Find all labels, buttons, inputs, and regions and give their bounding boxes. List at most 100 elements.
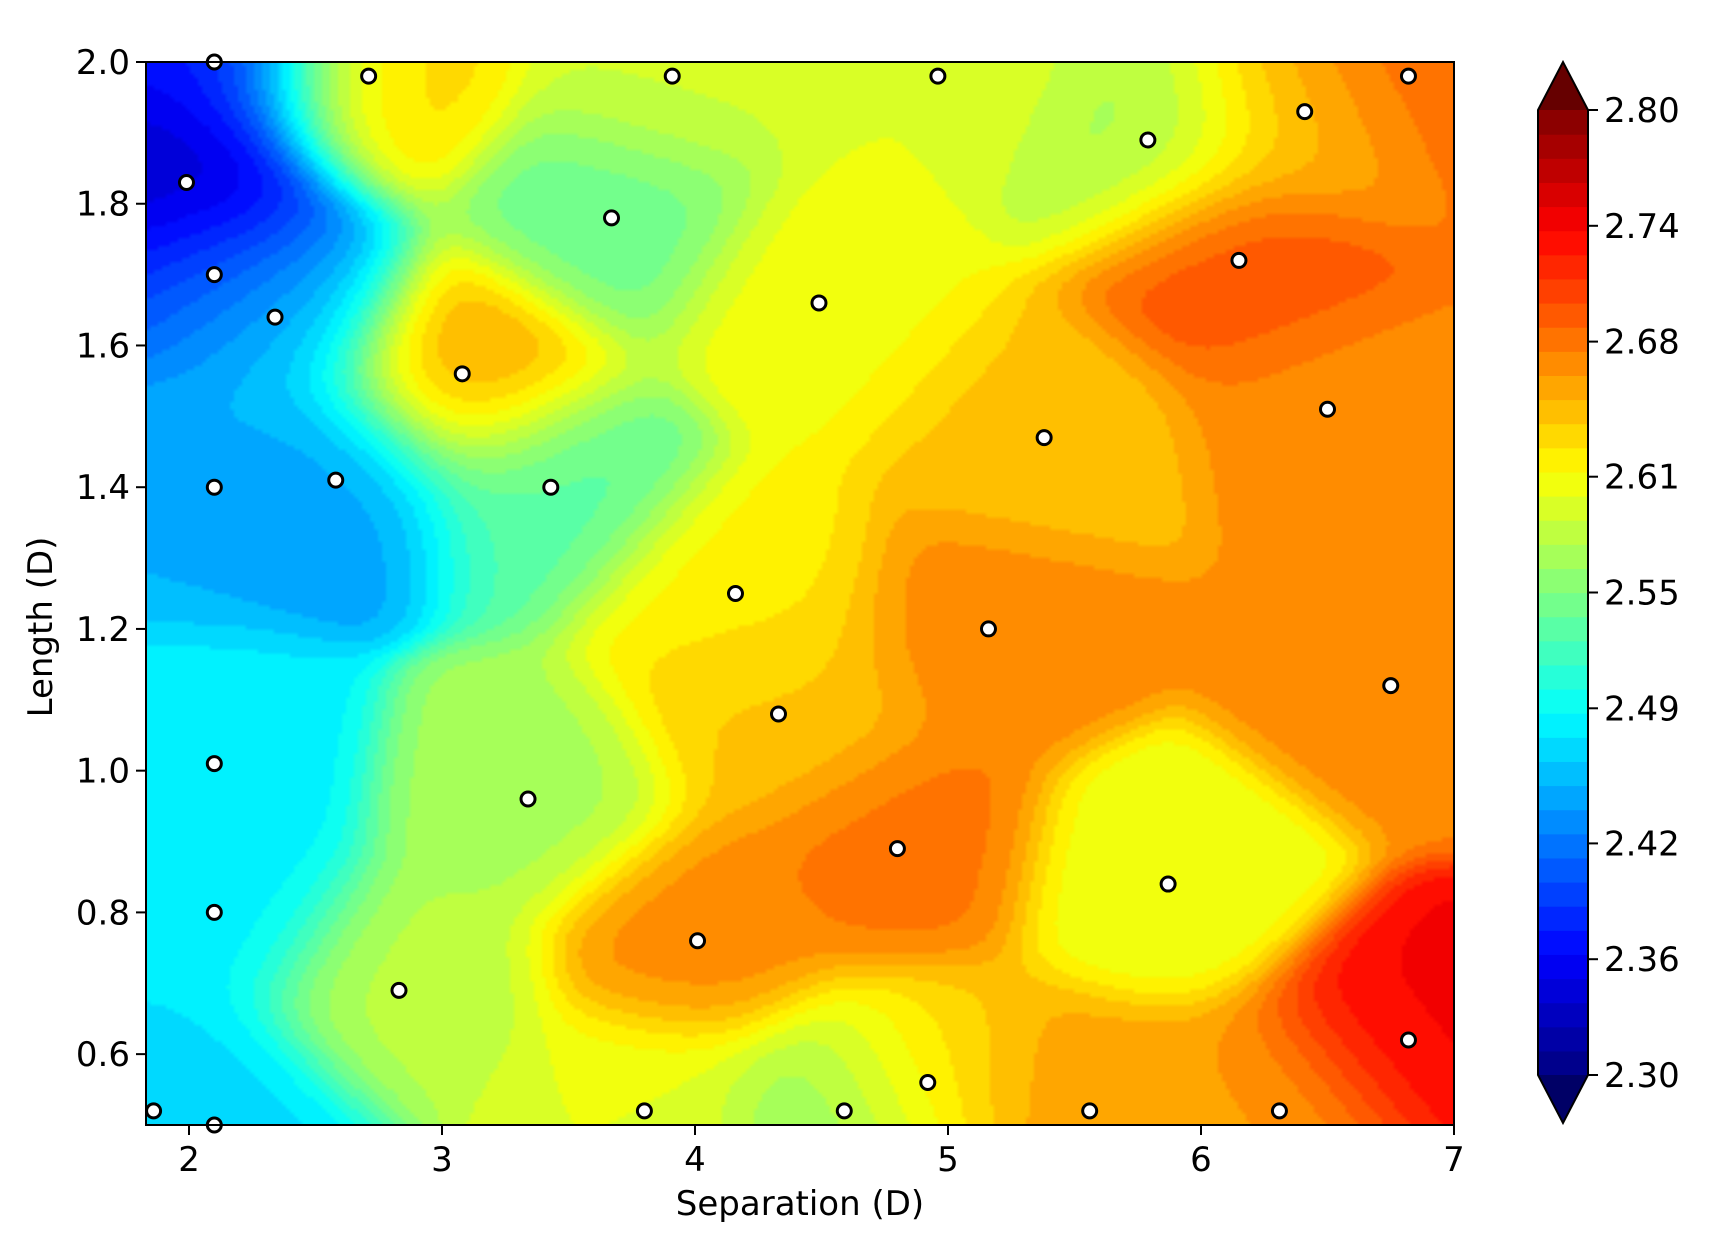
colorbar-band xyxy=(1538,713,1588,738)
y-axis-title: Length (D) xyxy=(21,537,61,718)
y-axis: 0.6 0.8 1.0 1.2 1.4 1.6 1.8 2.0 xyxy=(76,43,146,1075)
sample-point xyxy=(689,932,707,950)
colorbar-band xyxy=(1538,882,1588,907)
x-tick-label: 4 xyxy=(684,1140,706,1180)
colorbar-band xyxy=(1538,978,1588,1004)
colorbar-tick-label: 2.61 xyxy=(1604,458,1680,498)
sample-point xyxy=(205,478,223,496)
y-tick-label: 1.6 xyxy=(76,326,130,366)
sample-point xyxy=(205,266,223,284)
sample-point xyxy=(1230,251,1248,269)
colorbar-band xyxy=(1538,761,1588,787)
sample-point xyxy=(1382,677,1400,695)
sample-point xyxy=(663,67,681,85)
colorbar-band xyxy=(1538,544,1588,569)
sample-point xyxy=(177,173,195,191)
colorbar-band xyxy=(1538,351,1588,376)
sample-point xyxy=(635,1102,653,1120)
colorbar-band xyxy=(1538,496,1588,521)
colorbar-band xyxy=(1538,785,1588,811)
colorbar-band xyxy=(1538,206,1588,232)
colorbar-band xyxy=(1538,689,1588,714)
y-tick-label: 2.0 xyxy=(76,43,130,83)
colorbar-tick-label: 2.42 xyxy=(1604,824,1680,864)
colorbar-band xyxy=(1538,158,1588,183)
colorbar-band xyxy=(1538,1050,1588,1076)
sample-point xyxy=(360,67,378,85)
sample-point xyxy=(542,478,560,496)
sample-point xyxy=(835,1102,853,1120)
sample-point xyxy=(979,620,997,638)
sample-point xyxy=(726,585,744,602)
sample-point xyxy=(266,308,284,326)
colorbar-tick-label: 2.55 xyxy=(1604,574,1680,614)
sample-point xyxy=(205,903,223,921)
colorbar-band xyxy=(1538,568,1588,594)
colorbar-band xyxy=(1538,664,1588,690)
sample-point xyxy=(603,209,621,227)
colorbar-tick-label: 2.80 xyxy=(1604,91,1680,131)
x-tick-label: 7 xyxy=(1443,1140,1465,1180)
colorbar-band xyxy=(1538,1026,1588,1052)
colorbar-band xyxy=(1538,471,1588,497)
colorbar-band xyxy=(1538,520,1588,545)
colorbar-band xyxy=(1538,447,1588,473)
colorbar-band xyxy=(1538,134,1588,159)
sample-point xyxy=(1270,1102,1288,1120)
x-axis: 2 3 4 5 6 7 xyxy=(178,1125,1465,1180)
y-tick-label: 1.4 xyxy=(76,468,130,508)
sample-point xyxy=(1319,400,1337,418)
colorbar-band xyxy=(1538,592,1588,618)
y-tick-label: 1.2 xyxy=(76,610,130,650)
y-tick-label: 1.0 xyxy=(76,752,130,792)
sample-point xyxy=(390,981,408,999)
colorbar-band xyxy=(1538,182,1588,208)
colorbar: 2.30 2.36 2.42 2.49 2.55 2.61 2.68 2.74 2.80 xyxy=(1537,59,1680,1126)
colorbar-tick-label: 2.30 xyxy=(1604,1056,1680,1096)
colorbar-band xyxy=(1538,616,1588,642)
colorbar-band xyxy=(1538,399,1588,425)
colorbar-band xyxy=(1538,375,1588,401)
sample-point xyxy=(327,471,345,489)
x-tick-label: 5 xyxy=(937,1140,959,1180)
y-tick-label: 0.8 xyxy=(76,893,130,933)
sample-point xyxy=(1399,1031,1417,1049)
sample-point xyxy=(769,705,787,723)
sample-point xyxy=(519,790,537,808)
colorbar-band xyxy=(1538,278,1588,304)
colorbar-band xyxy=(1538,857,1588,883)
sample-point xyxy=(1035,429,1053,447)
x-axis-title: Separation (D) xyxy=(676,1184,924,1224)
colorbar-band xyxy=(1538,254,1588,280)
colorbar-extend-min xyxy=(1538,1075,1588,1123)
sample-point xyxy=(1296,103,1314,121)
colorbar-band xyxy=(1538,930,1588,955)
colorbar-band xyxy=(1538,327,1588,352)
colorbar-extend-max xyxy=(1538,62,1588,110)
colorbar-band xyxy=(1538,737,1588,762)
sample-point xyxy=(1399,67,1417,85)
sample-point xyxy=(453,365,471,383)
x-tick-label: 6 xyxy=(1190,1140,1212,1180)
colorbar-band xyxy=(1538,230,1588,256)
y-tick-label: 0.6 xyxy=(76,1035,130,1075)
sample-point xyxy=(929,67,947,85)
sample-point xyxy=(1139,131,1157,149)
x-tick-label: 3 xyxy=(431,1140,453,1180)
sample-point xyxy=(919,1073,937,1091)
sample-point xyxy=(888,840,906,858)
sample-point xyxy=(1081,1102,1099,1120)
colorbar-tick-label: 2.36 xyxy=(1604,940,1680,980)
colorbar-band xyxy=(1538,640,1588,666)
plot-frame xyxy=(145,61,1455,1126)
sample-point xyxy=(1159,875,1177,893)
sample-point xyxy=(810,294,828,312)
colorbar-band xyxy=(1538,954,1588,980)
colorbar-band xyxy=(1538,423,1588,449)
colorbar-tick-label: 2.68 xyxy=(1604,323,1680,363)
sample-point xyxy=(145,1102,163,1120)
x-tick-label: 2 xyxy=(178,1140,200,1180)
colorbar-tick-label: 2.49 xyxy=(1604,689,1680,729)
colorbar-band xyxy=(1538,906,1588,931)
